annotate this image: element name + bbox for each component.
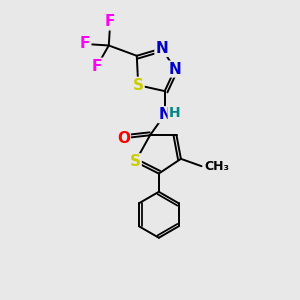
Text: N: N: [169, 61, 182, 76]
Text: F: F: [92, 58, 102, 74]
Text: N: N: [158, 107, 171, 122]
Text: O: O: [117, 131, 130, 146]
Text: H: H: [168, 106, 180, 120]
Text: S: S: [130, 154, 141, 169]
Text: S: S: [133, 78, 144, 93]
Text: F: F: [105, 14, 116, 29]
Text: N: N: [155, 41, 168, 56]
Text: CH₃: CH₃: [204, 160, 229, 173]
Text: F: F: [80, 37, 90, 52]
